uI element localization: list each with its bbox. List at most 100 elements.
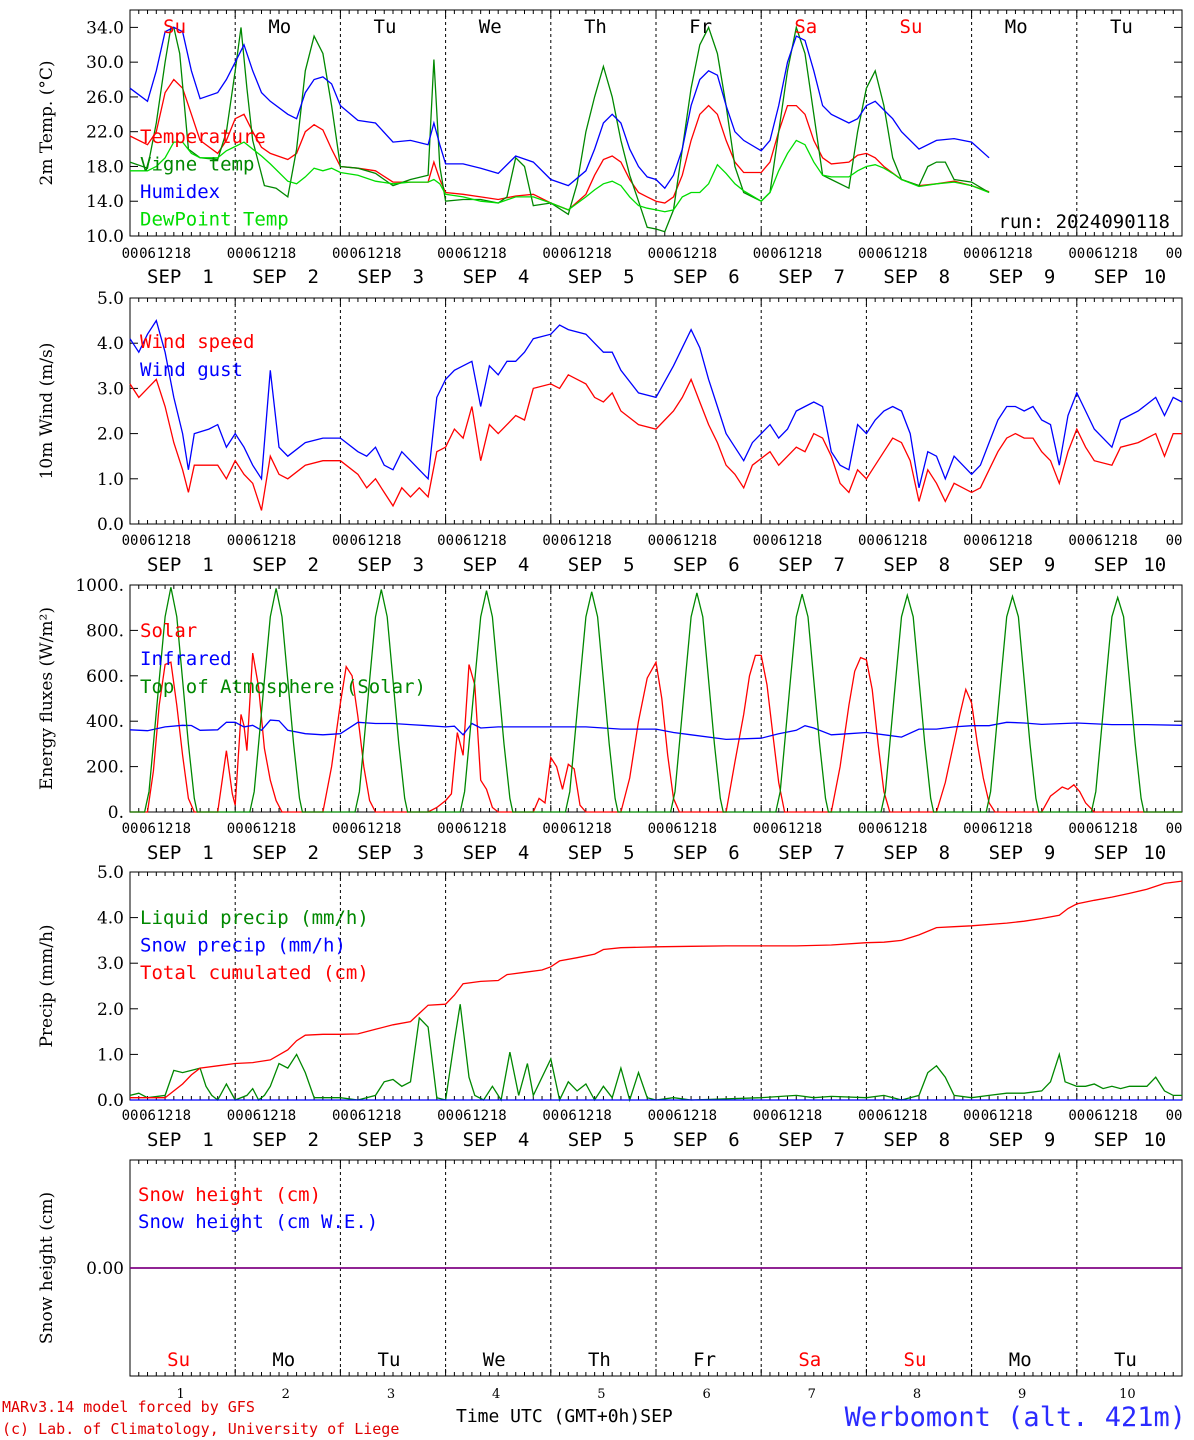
x-tick-label: 00	[437, 246, 454, 262]
x-tick-label: 12	[683, 1108, 700, 1124]
y-tick-label: 4.0	[97, 909, 124, 929]
x-tick-label: 18	[700, 1108, 717, 1124]
x-tick-label: 06	[1086, 821, 1103, 837]
day-label: 8	[939, 1129, 950, 1151]
panel-2: 0.0 1.0 2.0 3.0 4.0 5.0 10m Wind (m/s) Wind spe…	[37, 289, 1183, 576]
weekday-label: Tu	[1114, 1349, 1137, 1371]
x-tick-label: 12	[262, 1108, 279, 1124]
x-tick-label: 12	[998, 821, 1015, 837]
weekday-label: Mo	[272, 1349, 295, 1371]
x-tick-label: 18	[385, 821, 402, 837]
x-tick-label: 00	[332, 246, 349, 262]
x-tick-label: 18	[911, 821, 928, 837]
x-tick-label: 00	[122, 246, 139, 262]
month-label: SEP	[673, 842, 707, 864]
day-label: 6	[728, 266, 739, 288]
day-label: 5	[623, 842, 634, 864]
panel-1: 10.0 14.0 18.0 22.0 26.0 30.0 34.0 2m Temp. (°C…	[37, 9, 1183, 288]
month-label: SEP	[252, 266, 286, 288]
day-label: 1	[202, 1129, 213, 1151]
x-axis-month: SEP	[640, 1406, 673, 1427]
legend-entry: Solar	[140, 620, 197, 642]
y-axis-label: Energy fluxes (W/m²)	[37, 607, 57, 790]
month-label: SEP	[778, 554, 812, 576]
month-label: SEP	[463, 1129, 497, 1151]
x-tick-label: 18	[1016, 533, 1033, 549]
month-label: SEP	[989, 842, 1023, 864]
day-label: 9	[1044, 554, 1055, 576]
y-tick-label: 0.0	[97, 1091, 124, 1111]
y-tick-label: 22.0	[86, 123, 124, 143]
x-tick-label: 06	[665, 246, 682, 262]
day-label: 3	[413, 842, 424, 864]
x-tick-label: 06	[139, 1108, 156, 1124]
x-tick-label: 18	[805, 533, 822, 549]
x-tick-label: 12	[1103, 533, 1120, 549]
x-tick-label: 12	[998, 246, 1015, 262]
weekday-label: Fr	[689, 16, 712, 38]
weekday-label: We	[479, 16, 502, 38]
month-label: SEP	[883, 554, 917, 576]
weekday-label: Sa	[794, 16, 817, 38]
x-tick-label: 00	[437, 821, 454, 837]
x-tick-label: 06	[455, 821, 472, 837]
month-label: SEP	[568, 1129, 602, 1151]
weekday-label: Su	[904, 1349, 927, 1371]
x-tick-label: 00	[542, 246, 559, 262]
x-tick-label: 18	[490, 246, 507, 262]
x-tick-label: 06	[665, 1108, 682, 1124]
x-tick-label: 00	[963, 246, 980, 262]
x-tick-label: 06	[981, 246, 998, 262]
day-label: 6	[728, 842, 739, 864]
month-label: SEP	[883, 1129, 917, 1151]
x-tick-label: 12	[1103, 821, 1120, 837]
x-tick-label: 12	[472, 533, 489, 549]
x-tick-label: 06	[1086, 533, 1103, 549]
x-tick-label: 06	[455, 246, 472, 262]
y-tick-label: 5.0	[97, 863, 124, 883]
month-label: SEP	[463, 554, 497, 576]
x-tick-label: 12	[788, 821, 805, 837]
day-label: 7	[833, 554, 844, 576]
x-tick-label: 18	[700, 533, 717, 549]
series-line-total-cumulated-cm-	[130, 880, 1183, 1099]
day-label: 6	[728, 554, 739, 576]
x-tick-label: 00	[858, 533, 875, 549]
model-credit: MARv3.14 model forced by GFS	[2, 1398, 255, 1416]
x-tick-label: 12	[788, 1108, 805, 1124]
series-line-infrared	[129, 719, 1183, 741]
x-tick-label: 00	[1068, 821, 1085, 837]
x-tick-label: 06	[876, 1108, 893, 1124]
x-tick-label: 18	[1121, 1108, 1138, 1124]
x-tick-label: 12	[367, 246, 384, 262]
x-tick-label: 06	[350, 1108, 367, 1124]
day-label: 9	[1044, 266, 1055, 288]
x-tick-label: 00	[122, 533, 139, 549]
x-tick-label: 00	[332, 1108, 349, 1124]
x-tick-label: 12	[683, 246, 700, 262]
x-tick-label: 00	[648, 533, 665, 549]
y-tick-label: 0.0	[97, 515, 124, 535]
x-tick-label: 18	[1016, 246, 1033, 262]
lab-credit: (c) Lab. of Climatology, University of L…	[2, 1420, 400, 1438]
x-tick-label: 18	[805, 821, 822, 837]
panel-4: 0.0 1.0 2.0 3.0 4.0 5.0 Precip (mm/h) Liquid pr…	[37, 863, 1183, 1151]
x-tick-label: 06	[244, 1108, 261, 1124]
weekday-label: Su	[167, 1349, 190, 1371]
x-axis-title: Time UTC (GMT+0h)SEP	[456, 1406, 673, 1427]
day-label: 10	[1143, 554, 1166, 576]
x-tick-label: 18	[490, 1108, 507, 1124]
x-tick-label: 00	[753, 1108, 770, 1124]
day-number-label: 6	[702, 1387, 710, 1402]
month-label: SEP	[357, 266, 391, 288]
x-tick-label: 12	[262, 246, 279, 262]
x-tick-label: 18	[700, 246, 717, 262]
month-label: SEP	[989, 554, 1023, 576]
x-tick-label: 00	[963, 1108, 980, 1124]
day-number-label: 5	[597, 1387, 605, 1402]
legend-entry: Humidex	[140, 181, 220, 203]
x-tick-label: 18	[279, 533, 296, 549]
day-label: 7	[833, 266, 844, 288]
x-tick-label: 00	[1068, 246, 1085, 262]
